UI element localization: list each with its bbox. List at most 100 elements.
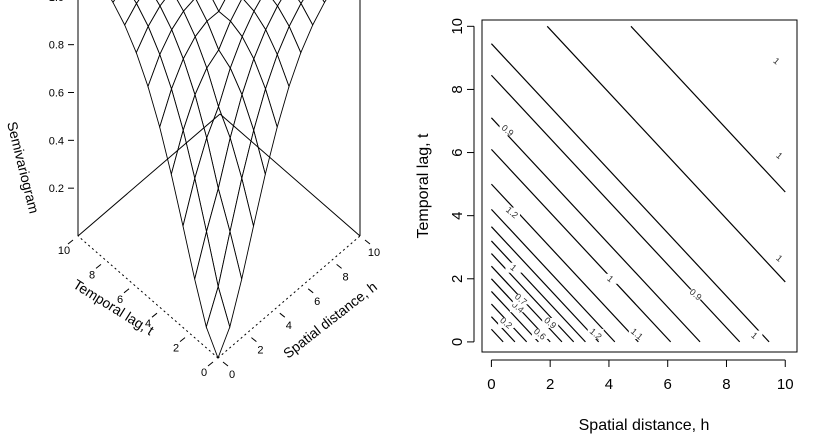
surface-t-tick-label: 6 [117, 294, 123, 306]
surface-h-tick [307, 288, 314, 294]
surface-facet [155, 0, 166, 7]
contour-label: 1 [749, 330, 759, 341]
contour-y-tick-label: 6 [449, 148, 466, 156]
contour-line-8 [490, 240, 586, 343]
contour-line-2 [490, 316, 516, 343]
contour-line-10 [490, 208, 616, 343]
contour-label-bg [499, 125, 516, 136]
contour-label-bg [503, 207, 520, 218]
contour-label-bg [542, 317, 559, 328]
surface-h-tick-label: 6 [314, 296, 320, 308]
contour-line-1 [490, 328, 504, 343]
surface-plot-panel: 0.20.40.60.81.01.202468100246810 Semivar… [0, 0, 400, 436]
contour-label-bg [498, 317, 515, 328]
surface-axes: 0.20.40.60.81.01.202468100246810 [49, 0, 380, 381]
surface-plot: 0.20.40.60.81.01.202468100246810 Semivar… [4, 0, 380, 381]
surface-z-tick-label: 0.2 [49, 183, 64, 195]
surface-h-tick [364, 239, 371, 245]
surface-z-tick-label: 1.0 [49, 0, 64, 4]
surface-t-tick-label: 8 [89, 269, 95, 281]
surface-z-tick-label: 0.4 [49, 135, 64, 147]
contour-lines [490, 25, 786, 343]
contour-label: 0.2 [498, 315, 514, 331]
surface-front-edge [219, 113, 361, 237]
contour-label-bg [602, 273, 619, 284]
contour-label-bg [509, 302, 526, 313]
surface-z-axis-title: Semivariogram [4, 120, 42, 215]
surface-h-tick [251, 337, 257, 342]
surface-front-edge [77, 113, 221, 237]
contour-line-17 [630, 25, 786, 193]
surface-facet [212, 0, 226, 13]
contour-label: 0.9 [542, 315, 558, 331]
contour-label-bg [746, 330, 763, 341]
surface-t-tick-label: 4 [145, 318, 151, 330]
surface-t-tick [151, 312, 158, 318]
contour-y-tick-label: 2 [449, 275, 466, 283]
contour-label: 1 [774, 253, 784, 264]
contour-x-axis-title: Spatial distance, h [579, 417, 710, 434]
surface-h-tick [336, 264, 342, 269]
contour-x-tick-label: 2 [546, 376, 554, 393]
surface-hidden-edge [217, 235, 361, 359]
surface-z-tick-label: 0.8 [49, 40, 64, 52]
surface-y-axis-title: Temporal lag, t [70, 276, 156, 338]
surface-h-tick [279, 312, 286, 318]
contour-x-tick-label: 6 [664, 376, 672, 393]
contour-y-tick-label: 0 [449, 338, 466, 346]
contour-y-tick-label: 10 [449, 18, 466, 35]
contour-label: 1 [774, 150, 784, 161]
surface-x-axis-title: Spatial distance, h [280, 278, 380, 361]
contour-y-tick-label: 4 [449, 211, 466, 219]
surface-mesh [110, 0, 327, 360]
contour-plot-frame [481, 19, 798, 353]
contour-x-tick-label: 8 [722, 376, 730, 393]
contour-label: 1 [508, 262, 518, 273]
contour-x-tick-label: 10 [777, 376, 794, 393]
surface-t-tick-label: 2 [173, 343, 179, 355]
contour-label-bg [771, 253, 788, 264]
contour-label: 1.2 [588, 326, 604, 342]
contour-label-bg [531, 329, 548, 340]
surface-h-tick-label: 0 [229, 369, 235, 381]
contour-line-7 [490, 253, 575, 343]
contour-label-bg [512, 294, 529, 305]
contour-label: 1 [771, 56, 781, 67]
contour-line-4 [490, 290, 539, 343]
contour-line-13 [490, 117, 701, 343]
surface-t-tick [207, 361, 214, 367]
surface-t-tick [95, 264, 102, 269]
contour-label-bg [505, 262, 522, 273]
contour-label-bg [771, 150, 788, 161]
surface-t-tick [179, 337, 186, 342]
contour-label: 1.2 [504, 205, 520, 221]
contour-line-16 [546, 25, 786, 283]
surface-t-tick-label: 0 [201, 367, 207, 379]
contour-label-bg [628, 329, 645, 340]
contour-line-15 [490, 43, 770, 343]
surface-t-tick [67, 239, 74, 245]
contour-label-bg [768, 56, 785, 67]
surface-z-tick-label: 0.6 [49, 88, 64, 100]
contour-label: 0.9 [500, 123, 516, 139]
surface-h-tick-label: 10 [368, 247, 380, 259]
surface-facet [205, 284, 231, 360]
surface-h-tick-label: 2 [257, 345, 263, 357]
contour-y-axis-title: Temporal lag, t [415, 133, 432, 238]
contour-line-9 [490, 226, 600, 343]
surface-t-tick-label: 10 [58, 245, 70, 257]
surface-h-tick-label: 8 [343, 271, 349, 283]
surface-front-frame [77, 0, 361, 237]
surface-hidden-edge [77, 235, 219, 359]
contour-label: 0.6 [532, 326, 548, 342]
surface-facet [272, 0, 282, 7]
contour-label-bg [687, 289, 704, 300]
contour-label: 1.1 [629, 326, 645, 342]
surface-t-tick [123, 288, 130, 294]
contour-x-tick-label: 0 [487, 376, 495, 393]
surface-h-tick [222, 361, 229, 367]
contour-label-bg [587, 329, 604, 340]
